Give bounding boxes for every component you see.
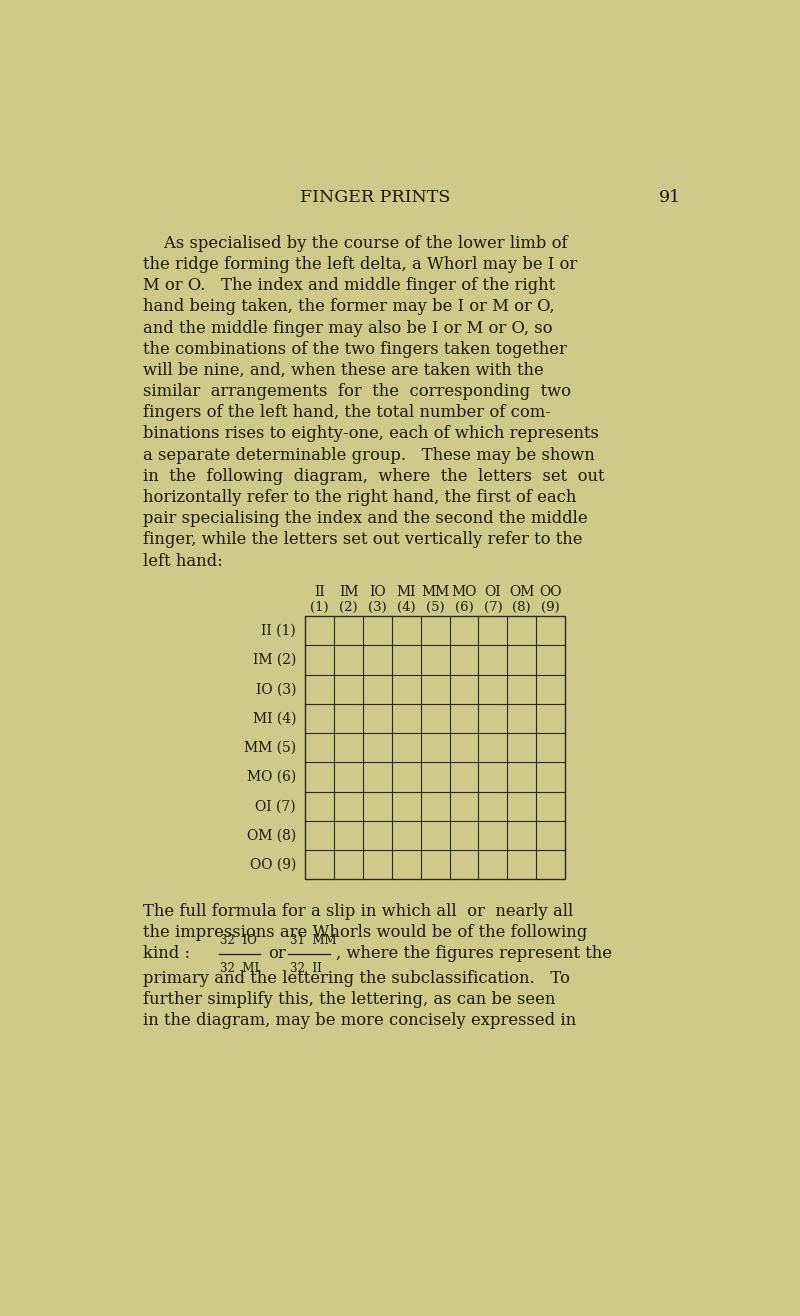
Text: (2): (2) bbox=[339, 600, 358, 613]
Text: MI: MI bbox=[397, 586, 416, 599]
Text: 32  IO: 32 IO bbox=[220, 933, 257, 946]
Text: IM (2): IM (2) bbox=[253, 653, 296, 667]
Text: OI: OI bbox=[485, 586, 501, 599]
Bar bbox=[306, 616, 565, 879]
Text: primary and the lettering the subclassification.   To: primary and the lettering the subclassif… bbox=[142, 970, 570, 987]
Text: (7): (7) bbox=[483, 600, 502, 613]
Text: in  the  following  diagram,  where  the  letters  set  out: in the following diagram, where the lett… bbox=[142, 468, 604, 484]
Text: 32  MI: 32 MI bbox=[220, 962, 259, 975]
Text: OO: OO bbox=[539, 586, 562, 599]
Text: FINGER PRINTS: FINGER PRINTS bbox=[300, 190, 450, 207]
Text: (6): (6) bbox=[454, 600, 474, 613]
Text: II (1): II (1) bbox=[262, 624, 296, 638]
Text: hand being taken, the former may be I or M or O,: hand being taken, the former may be I or… bbox=[142, 299, 554, 316]
Text: (1): (1) bbox=[310, 600, 329, 613]
Text: in the diagram, may be more concisely expressed in: in the diagram, may be more concisely ex… bbox=[142, 1012, 576, 1029]
Text: and the middle finger may also be I or M or O, so: and the middle finger may also be I or M… bbox=[142, 320, 552, 337]
Text: (3): (3) bbox=[368, 600, 387, 613]
Text: 31  MM: 31 MM bbox=[290, 933, 337, 946]
Text: The full formula for a slip in which all  or  nearly all: The full formula for a slip in which all… bbox=[142, 903, 573, 920]
Text: MO: MO bbox=[451, 586, 477, 599]
Text: or: or bbox=[268, 945, 286, 962]
Text: (5): (5) bbox=[426, 600, 445, 613]
Text: MM (5): MM (5) bbox=[244, 741, 296, 755]
Text: pair specialising the index and the second the middle: pair specialising the index and the seco… bbox=[142, 511, 587, 528]
Text: IO (3): IO (3) bbox=[255, 682, 296, 696]
Text: OO (9): OO (9) bbox=[250, 858, 296, 871]
Text: the combinations of the two fingers taken together: the combinations of the two fingers take… bbox=[142, 341, 566, 358]
Text: MO (6): MO (6) bbox=[247, 770, 296, 784]
Text: MI (4): MI (4) bbox=[253, 712, 296, 725]
Text: 91: 91 bbox=[658, 190, 681, 207]
Text: finger, while the letters set out vertically refer to the: finger, while the letters set out vertic… bbox=[142, 532, 582, 549]
Text: horizontally refer to the right hand, the first of each: horizontally refer to the right hand, th… bbox=[142, 490, 576, 507]
Text: kind :: kind : bbox=[142, 945, 190, 962]
Text: the ridge forming the left delta, a Whorl may be I or: the ridge forming the left delta, a Whor… bbox=[142, 257, 577, 274]
Text: (8): (8) bbox=[513, 600, 531, 613]
Text: As specialised by the course of the lower limb of: As specialised by the course of the lowe… bbox=[142, 236, 567, 251]
Text: MM: MM bbox=[421, 586, 450, 599]
Text: 32  II: 32 II bbox=[290, 962, 322, 975]
Text: , where the figures represent the: , where the figures represent the bbox=[336, 945, 612, 962]
Text: further simplify this, the lettering, as can be seen: further simplify this, the lettering, as… bbox=[142, 991, 555, 1008]
Text: (9): (9) bbox=[542, 600, 560, 613]
Text: II: II bbox=[314, 586, 325, 599]
Text: left hand:: left hand: bbox=[142, 553, 222, 570]
Text: IM: IM bbox=[339, 586, 358, 599]
Text: OI (7): OI (7) bbox=[255, 799, 296, 813]
Text: IO: IO bbox=[369, 586, 386, 599]
Text: binations rises to eighty-one, each of which represents: binations rises to eighty-one, each of w… bbox=[142, 425, 598, 442]
Text: a separate determinable group.   These may be shown: a separate determinable group. These may… bbox=[142, 446, 594, 463]
Text: (4): (4) bbox=[397, 600, 416, 613]
Text: will be nine, and, when these are taken with the: will be nine, and, when these are taken … bbox=[142, 362, 543, 379]
Text: fingers of the left hand, the total number of com-: fingers of the left hand, the total numb… bbox=[142, 404, 550, 421]
Text: similar  arrangements  for  the  corresponding  two: similar arrangements for the correspondi… bbox=[142, 383, 570, 400]
Text: OM (8): OM (8) bbox=[247, 829, 296, 842]
Text: the impressions are Whorls would be of the following: the impressions are Whorls would be of t… bbox=[142, 924, 587, 941]
Text: OM: OM bbox=[509, 586, 534, 599]
Text: M or O.   The index and middle finger of the right: M or O. The index and middle finger of t… bbox=[142, 278, 554, 295]
